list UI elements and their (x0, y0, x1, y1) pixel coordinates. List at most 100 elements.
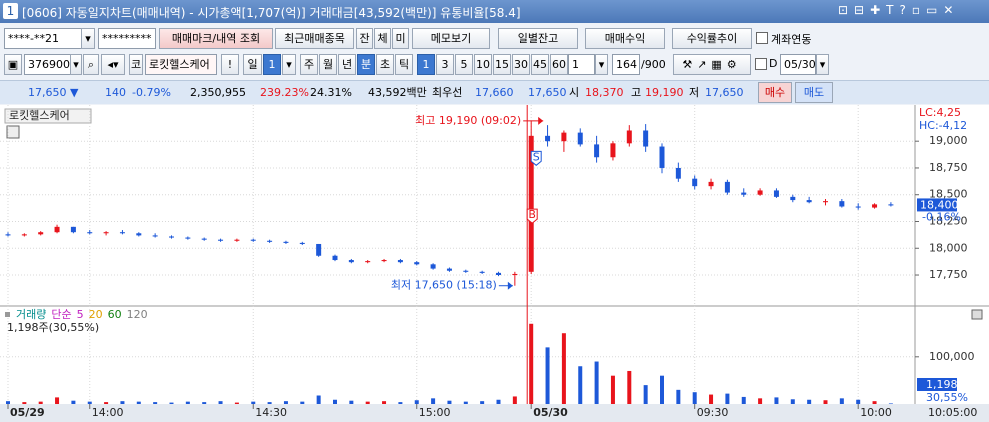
legend-entry: 20 (89, 308, 103, 321)
change-rate: -0.79% (132, 86, 171, 99)
volume-bar (807, 399, 812, 404)
x-tick-label: 14:00 (92, 406, 124, 419)
close-panel[interactable] (971, 309, 983, 320)
period-option[interactable]: 3 (436, 54, 454, 75)
volume-bar (169, 402, 174, 404)
tool-icons[interactable]: ⚒↗▦⚙ (673, 54, 751, 75)
date-field[interactable]: 05/30 (780, 54, 816, 75)
price: 17,650 ▼ (28, 86, 79, 99)
dropdown[interactable]: ▾ (282, 54, 296, 75)
daily-balance-button[interactable]: 일별잔고 (498, 28, 578, 49)
x-tick-label: 14:30 (255, 406, 287, 419)
small-button[interactable]: 잔 (356, 28, 373, 49)
profit-button[interactable]: 매매수익 (585, 28, 665, 49)
period-button[interactable]: 일 (243, 54, 262, 75)
checkbox[interactable] (755, 58, 767, 70)
candle-body (218, 239, 224, 241)
period-option[interactable]: 초 (376, 54, 394, 75)
volume-bar (6, 401, 10, 404)
period-option[interactable]: 10 (474, 54, 492, 75)
volume-bar (774, 397, 779, 404)
period-option[interactable]: 1 (417, 54, 435, 75)
volume-bar (512, 396, 517, 404)
turnover: 24.31% (310, 86, 352, 99)
best-label: 최우선 (432, 86, 463, 99)
candle-body (365, 261, 371, 263)
alert-button[interactable]: ! (221, 54, 239, 75)
account-field[interactable]: ****-**21 (4, 28, 82, 49)
volume-bar (153, 402, 158, 404)
dropdown[interactable]: ▾ (70, 54, 82, 75)
volume-bar (545, 347, 550, 404)
ask: 17,660 (475, 86, 514, 99)
candle-body (594, 144, 600, 158)
volume-bar (660, 375, 664, 404)
hc-label: HC:-4,12 (919, 119, 967, 132)
candle-body (201, 238, 207, 240)
volume-bar (888, 403, 893, 404)
recent-button[interactable]: 최근매매종목 (275, 28, 354, 49)
volume-bar (55, 397, 60, 404)
candle-body (545, 135, 551, 142)
volume-rate: 239.23% (260, 86, 309, 99)
mark-button[interactable]: 매매마크/내역 조회 (159, 28, 273, 49)
link-label: 계좌연동 (771, 33, 812, 46)
small-button[interactable]: 미 (392, 28, 409, 49)
candle-body (790, 196, 796, 201)
dropdown[interactable]: ▾ (595, 54, 608, 75)
volume-bar (578, 366, 583, 404)
unit-field[interactable]: 1 (568, 54, 595, 75)
memo-button[interactable]: 메모보기 (412, 28, 490, 49)
volume-ratio: 30,55% (926, 391, 968, 404)
volume-bar (267, 402, 272, 404)
dropdown[interactable]: ▾ (81, 28, 95, 49)
period-option[interactable]: 60 (550, 54, 568, 75)
candle-body (479, 271, 485, 273)
code-field[interactable]: 376900 (24, 54, 71, 75)
high-label: 고 (631, 86, 642, 99)
candle-body (528, 135, 534, 272)
x-tick-label: 05/29 (10, 406, 45, 419)
checkbox[interactable] (756, 32, 768, 44)
period-option[interactable]: 분 (357, 54, 375, 75)
icon-button[interactable]: ▣ (4, 54, 22, 75)
arrow-head (507, 281, 513, 290)
search-button[interactable]: ⌕ (83, 54, 99, 75)
candle-body (773, 190, 779, 197)
sell-button[interactable]: 매도 (795, 82, 833, 103)
volume-bar (692, 392, 697, 404)
sound-button[interactable]: ◂▾ (101, 54, 125, 75)
window-controls[interactable]: ⊡⊟✚T?▫▭✕ (838, 3, 960, 17)
dropdown[interactable]: ▾ (816, 54, 829, 75)
candle-body (283, 241, 289, 243)
period-option[interactable]: 30 (512, 54, 530, 75)
period-option[interactable]: 5 (455, 54, 473, 75)
candle-body (496, 272, 501, 276)
password-field[interactable]: ********* (98, 28, 156, 49)
candle-body (169, 236, 174, 238)
lc-label: LC:4,25 (919, 106, 961, 119)
yield-button[interactable]: 수익률추이 (672, 28, 752, 49)
legend-entry: 5 (77, 308, 84, 321)
buy-button[interactable]: 매수 (758, 82, 792, 103)
panel-icon (6, 125, 20, 139)
period-option[interactable]: 45 (531, 54, 549, 75)
period-option[interactable]: 틱 (395, 54, 413, 75)
volume-bar (234, 402, 239, 404)
count-field[interactable]: 164 (612, 54, 640, 75)
period-option[interactable]: 주 (300, 54, 318, 75)
volume-bar (431, 398, 436, 404)
small-button[interactable]: 체 (374, 28, 391, 49)
candle-body (708, 181, 714, 187)
period-option[interactable]: 월 (319, 54, 337, 75)
y-tick-label: 19,000 (929, 134, 968, 147)
x-axis-bar (0, 404, 989, 422)
period-count[interactable]: 1 (263, 54, 281, 75)
candle-body (741, 192, 747, 195)
period-option[interactable]: 년 (338, 54, 356, 75)
x-tick-label: 15:00 (419, 406, 451, 419)
period-option[interactable]: 15 (493, 54, 511, 75)
candle-body (577, 132, 583, 145)
volume-bar (316, 395, 321, 404)
